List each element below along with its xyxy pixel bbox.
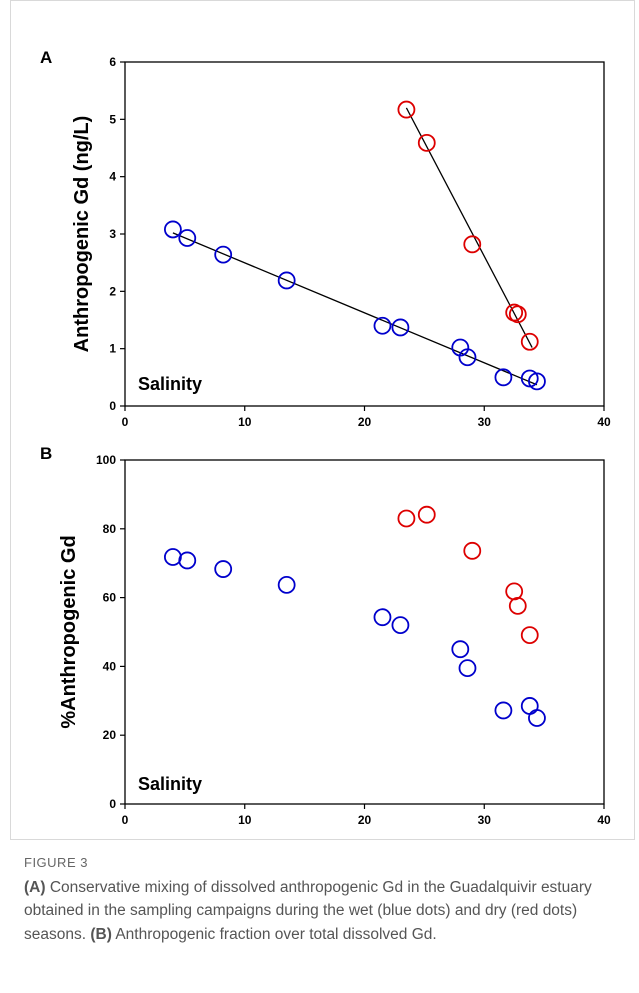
figure-frame [10, 0, 635, 840]
data-point-a-0 [178, 229, 197, 247]
data-point-a-0 [277, 271, 296, 290]
data-point-b-0 [277, 575, 296, 594]
salinity-label-a: Salinity [138, 374, 202, 394]
y-tick-label-b: 40 [103, 659, 117, 673]
data-point-b-0 [494, 701, 513, 720]
x-tick-label-a: 20 [358, 415, 372, 429]
caption-text: (A) Conservative mixing of dissolved ant… [24, 876, 624, 946]
y-tick-label-a: 3 [109, 227, 116, 241]
y-tick-label-b: 100 [96, 453, 116, 467]
figure-3-charts: A B 0 10 20 30 40 0 1 2 3 4 5 6 Anthropogenic Gd (ng… [40, 48, 611, 827]
panel-b-chart: 0 10 20 30 40 0 20 40 60 80 100 %Anthropogenic Gd Sa… [58, 453, 611, 827]
caption-label: FIGURE 3 [24, 855, 88, 870]
salinity-label-b: Salinity [138, 774, 202, 794]
data-point-a-1 [397, 100, 416, 119]
x-tick-label-b: 30 [478, 813, 492, 827]
data-point-b-0 [458, 659, 477, 678]
caption-b-text: Anthropogenic fraction over total dissol… [111, 925, 437, 943]
data-point-b-0 [528, 709, 546, 727]
data-point-b-1 [417, 505, 436, 524]
panel-a-chart: 0 10 20 30 40 0 1 2 3 4 5 6 Anthropogenic Gd (ng/L) S… [71, 55, 611, 429]
x-tick-label-b: 10 [238, 813, 252, 827]
panel-b-letter: B [40, 444, 52, 463]
y-tick-label-a: 6 [109, 55, 116, 69]
data-point-b-0 [214, 560, 233, 578]
data-point-b-1 [508, 596, 527, 615]
data-point-a-1 [417, 133, 436, 152]
data-point-b-1 [463, 541, 482, 560]
x-tick-label-b: 20 [358, 813, 372, 827]
x-tick-label-a: 0 [122, 415, 129, 429]
y-tick-label-a: 2 [109, 284, 116, 298]
y-tick-label-b: 20 [103, 728, 117, 742]
data-point-b-0 [391, 616, 410, 635]
fit-line-a-1 [405, 107, 533, 348]
data-point-a-1 [463, 235, 482, 254]
x-tick-label-a: 30 [478, 415, 492, 429]
y-tick-label-a: 0 [109, 399, 116, 413]
fit-line-a-0 [172, 232, 538, 386]
x-tick-label-a: 40 [597, 415, 611, 429]
data-point-a-0 [373, 316, 392, 335]
data-point-a-0 [391, 318, 410, 337]
data-point-b-1 [397, 509, 416, 528]
data-point-a-0 [528, 372, 546, 391]
data-point-b-1 [520, 626, 539, 644]
data-point-a-0 [163, 220, 182, 239]
plot-frame-b [124, 459, 605, 805]
y-axis-label-b: %Anthropogenic Gd [58, 535, 80, 728]
y-tick-label-b: 60 [103, 591, 117, 605]
x-tick-label-b: 40 [597, 813, 611, 827]
y-tick-label-b: 0 [109, 797, 116, 811]
data-point-b-1 [505, 582, 524, 601]
panel-a-letter: A [40, 48, 52, 67]
y-axis-label-a: Anthropogenic Gd (ng/L) [71, 116, 93, 353]
data-point-b-0 [520, 697, 539, 715]
data-point-b-0 [163, 548, 182, 566]
y-tick-label-a: 1 [109, 342, 116, 356]
plot-frame-a [124, 61, 605, 407]
y-tick-label-a: 5 [109, 112, 116, 126]
data-point-a-0 [494, 368, 513, 387]
caption-a-tag: (A) [24, 879, 46, 896]
data-point-b-0 [451, 640, 470, 659]
data-point-a-0 [214, 245, 233, 264]
caption-b-tag: (B) [90, 925, 112, 943]
x-tick-label-a: 10 [238, 415, 252, 429]
caption-a-text: Conservative mixing of dissolved anthrop… [24, 879, 592, 943]
data-point-a-1 [508, 305, 527, 324]
data-point-b-0 [178, 551, 197, 570]
data-point-b-0 [373, 608, 392, 627]
x-tick-label-b: 0 [122, 813, 129, 827]
y-tick-label-b: 80 [103, 522, 117, 536]
figure-caption: FIGURE 3 (A) Conservative mixing of diss… [24, 855, 624, 946]
y-tick-label-a: 4 [109, 170, 116, 184]
data-point-a-0 [458, 348, 477, 367]
data-point-a-1 [520, 332, 539, 351]
